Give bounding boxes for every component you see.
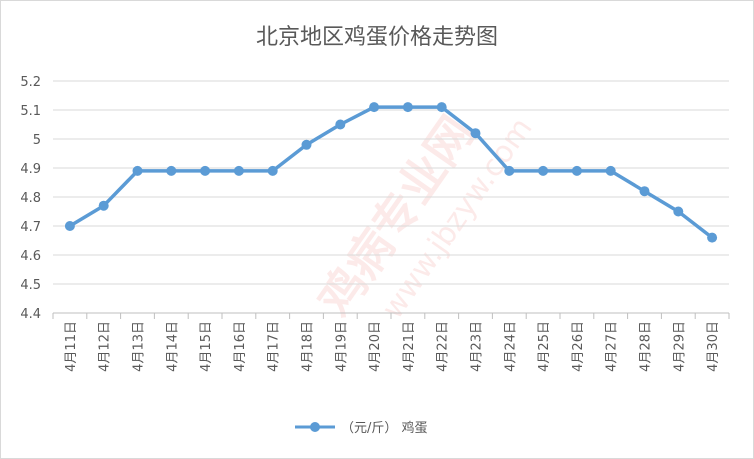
- data-point: [301, 139, 312, 150]
- data-point: [233, 165, 244, 176]
- data-point: [335, 119, 346, 130]
- x-axis-ticks: 4月11日 4月12日 4月13日 4月14日 4月15日 4月16日 4月17日 4月18日…: [64, 321, 721, 372]
- watermark: 鸡病专业网 www.jbzyw.com: [308, 107, 540, 326]
- data-point: [470, 128, 481, 139]
- data-point: [673, 206, 684, 217]
- x-tick-label: 4月20日: [368, 321, 383, 372]
- y-tick-label: 4.8: [20, 191, 41, 206]
- y-tick-label: 5.1: [20, 104, 41, 119]
- legend-marker-swatch: [310, 422, 320, 432]
- data-point: [369, 102, 380, 113]
- data-point: [538, 165, 549, 176]
- x-tick-label: 4月24日: [503, 321, 518, 372]
- x-tick-label: 4月16日: [233, 321, 248, 372]
- y-tick-label: 4.7: [20, 220, 41, 235]
- y-tick-label: 5: [33, 133, 41, 148]
- x-tick-label: 4月28日: [639, 321, 654, 372]
- data-point: [267, 165, 278, 176]
- data-point: [605, 165, 616, 176]
- x-tick-label: 4月15日: [199, 321, 214, 372]
- data-point: [402, 102, 413, 113]
- x-tick-label: 4月12日: [98, 321, 113, 372]
- data-point: [132, 165, 143, 176]
- y-tick-label: 4.5: [20, 278, 41, 293]
- data-point: [707, 232, 718, 243]
- gridlines: [53, 80, 729, 314]
- x-tick-label: 4月27日: [605, 321, 620, 372]
- x-tick-label: 4月18日: [301, 321, 316, 372]
- x-tick-label: 4月19日: [334, 321, 349, 372]
- x-tick-label: 4月21日: [402, 321, 417, 372]
- y-tick-label: 4.6: [20, 249, 41, 264]
- x-tick-label: 4月25日: [537, 321, 552, 372]
- legend: （元/斤） 鸡蛋: [295, 420, 428, 436]
- data-point: [166, 165, 177, 176]
- data-point: [571, 165, 582, 176]
- y-tick-label: 5.2: [20, 75, 41, 90]
- data-point: [64, 221, 75, 231]
- series-layer: [64, 102, 718, 243]
- x-tick-label: 4月29日: [672, 321, 687, 372]
- x-tick-label: 4月23日: [470, 321, 485, 372]
- x-tick-label: 4月22日: [436, 321, 451, 372]
- data-point: [639, 186, 650, 197]
- x-tick-label: 4月13日: [132, 321, 147, 372]
- data-point: [200, 165, 211, 176]
- y-axis-ticks: 4.4 4.5 4.6 4.7 4.8 4.9 5 5.1 5.2: [20, 75, 41, 322]
- y-tick-label: 4.9: [20, 162, 41, 177]
- x-tick-label: 4月11日: [64, 321, 79, 372]
- legend-label: （元/斤） 鸡蛋: [341, 420, 428, 436]
- y-tick-label: 4.4: [20, 307, 41, 322]
- data-point: [504, 165, 515, 176]
- data-point: [436, 102, 447, 113]
- x-tick-label: 4月14日: [165, 321, 180, 372]
- x-axis: [52, 312, 730, 319]
- data-point: [98, 200, 109, 211]
- chart-title: 北京地区鸡蛋价格走势图: [256, 25, 498, 50]
- x-tick-label: 4月17日: [267, 321, 282, 372]
- x-tick-label: 4月26日: [571, 321, 586, 372]
- x-tick-label: 4月30日: [706, 321, 721, 372]
- series-line: [68, 105, 714, 239]
